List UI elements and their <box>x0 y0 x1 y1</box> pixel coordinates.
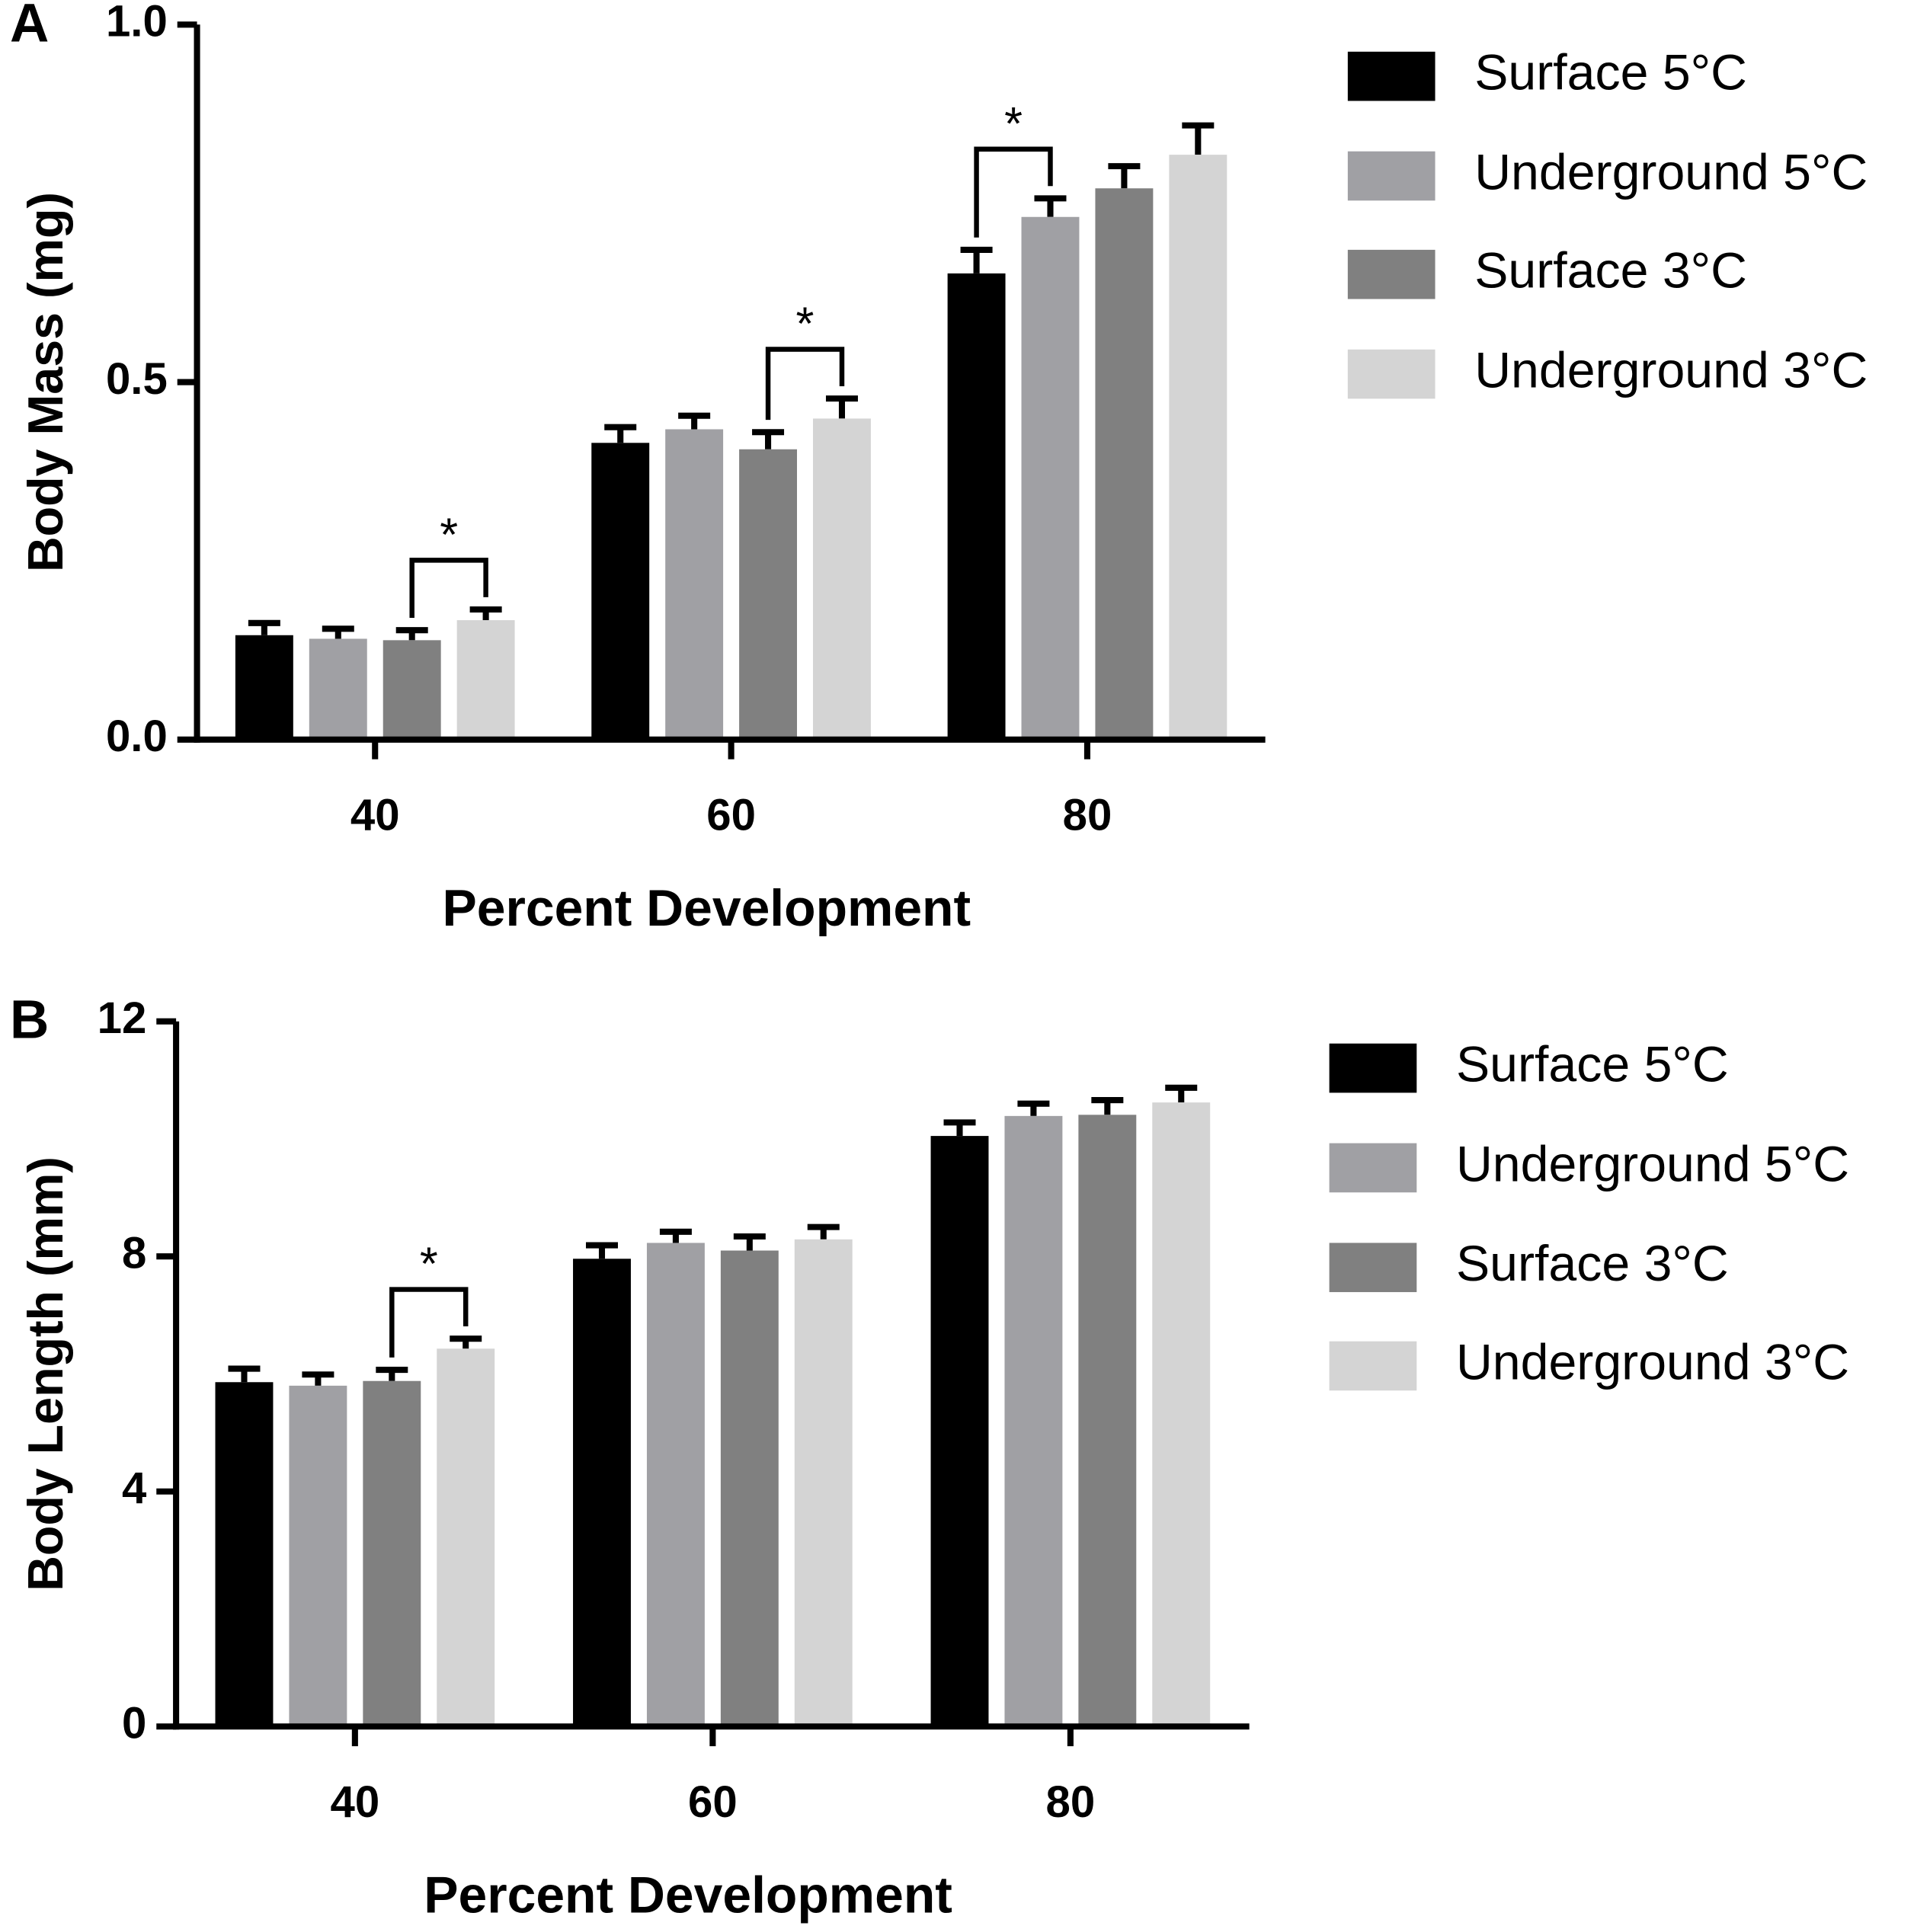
bar <box>289 1385 347 1727</box>
significance-bracket <box>765 347 845 421</box>
bar <box>1095 188 1154 740</box>
y-tick-label: 8 <box>122 1229 146 1278</box>
legend-swatch <box>1329 1243 1417 1293</box>
significance-label: * <box>440 509 458 561</box>
x-tick-label: 40 <box>331 1777 380 1827</box>
bar <box>363 1380 421 1727</box>
significance-label: * <box>796 298 815 350</box>
y-tick-label: 0 <box>122 1699 146 1748</box>
panel-label: A <box>10 0 49 53</box>
significance-bracket <box>409 558 488 619</box>
legend-swatch <box>1329 1143 1417 1193</box>
bar <box>437 1348 495 1727</box>
significance-bracket <box>974 146 1053 238</box>
panel-label: B <box>10 990 49 1051</box>
y-tick-label: 4 <box>122 1463 147 1513</box>
bar <box>1169 155 1227 740</box>
x-tick-label: 60 <box>688 1777 738 1827</box>
y-axis-label: Body Mass (mg) <box>18 192 73 572</box>
legend-label: Underground 5°C <box>1474 144 1868 200</box>
bar <box>947 273 1006 740</box>
bar <box>456 620 515 740</box>
bar <box>1004 1115 1063 1727</box>
y-tick-label: 1.0 <box>106 0 168 46</box>
legend-label: Surface 5°C <box>1474 45 1747 101</box>
x-tick-label: 40 <box>350 791 400 840</box>
x-axis-label: Percent Development <box>424 1866 952 1924</box>
y-tick-label: 0.5 <box>106 354 168 404</box>
bar <box>1152 1102 1211 1727</box>
bar <box>215 1382 274 1727</box>
bar <box>591 443 650 740</box>
bar <box>309 638 367 740</box>
bar <box>720 1250 779 1727</box>
significance-label: * <box>1004 98 1023 150</box>
bar <box>794 1239 853 1727</box>
legend-swatch <box>1347 151 1435 201</box>
bar <box>646 1243 705 1727</box>
legend-swatch <box>1347 249 1435 299</box>
bar <box>573 1259 631 1727</box>
bar <box>1078 1115 1137 1727</box>
x-tick-label: 80 <box>1063 791 1112 840</box>
y-tick-label: 0.0 <box>106 712 168 761</box>
legend-swatch <box>1347 349 1435 399</box>
legend-label: Surface 5°C <box>1456 1037 1729 1093</box>
bar <box>930 1136 989 1727</box>
legend-label: Surface 3°C <box>1456 1236 1729 1292</box>
legend-label: Surface 3°C <box>1474 243 1747 299</box>
legend-label: Underground 5°C <box>1456 1136 1849 1192</box>
y-tick-label: 12 <box>98 993 147 1043</box>
bar <box>813 418 871 740</box>
legend-swatch <box>1329 1043 1417 1093</box>
bar <box>739 449 798 740</box>
bar <box>382 640 441 740</box>
legend-label: Underground 3°C <box>1456 1334 1849 1390</box>
significance-bracket <box>389 1287 469 1358</box>
x-axis-label: Percent Development <box>442 880 971 937</box>
legend-swatch <box>1329 1341 1417 1391</box>
x-tick-label: 60 <box>706 791 756 840</box>
legend-swatch <box>1347 51 1435 101</box>
x-tick-label: 80 <box>1046 1777 1096 1827</box>
bar <box>1021 216 1080 740</box>
y-axis-label: Body Length (mm) <box>18 1156 73 1591</box>
legend-label: Underground 3°C <box>1474 343 1868 399</box>
bar <box>235 635 293 740</box>
bar <box>665 429 724 740</box>
significance-label: * <box>420 1238 438 1291</box>
